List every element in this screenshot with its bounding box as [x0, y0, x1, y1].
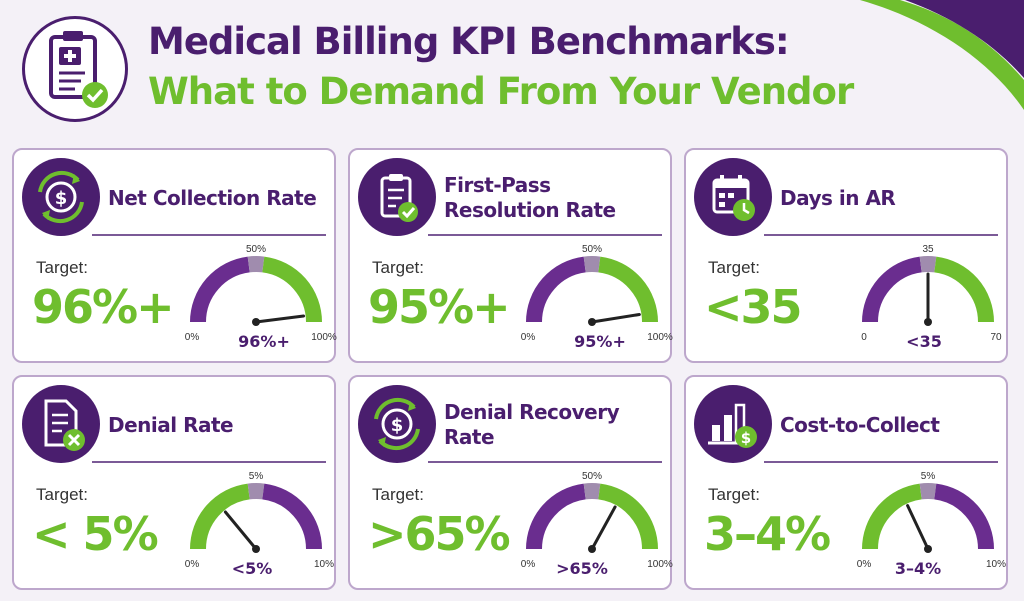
svg-text:$: $	[741, 429, 751, 447]
gauge: 0% 50% 100%	[500, 465, 674, 589]
gauge-arc-right	[933, 483, 994, 550]
divider	[428, 461, 662, 463]
gauge-mid-label: 50%	[582, 244, 602, 255]
gauge-min-label: 0%	[185, 559, 200, 570]
calendar-clock-icon	[694, 158, 772, 236]
gauge-max-label: 100%	[647, 559, 673, 570]
gauge-arc-right	[933, 256, 994, 323]
gauge: 0 35 70	[836, 238, 1010, 362]
kpi-card-denial-rate: Denial Rate Target: < 5% 0% 5% 10% <5%	[12, 375, 336, 590]
gauge-max-label: 100%	[311, 332, 337, 343]
gauge-needle	[590, 313, 641, 324]
gauge-arc-right	[597, 256, 658, 323]
gauge-arc-right	[261, 483, 322, 550]
gauge-needle	[254, 314, 306, 324]
gauge-max-label: 10%	[314, 559, 334, 570]
target-value: <35	[704, 280, 803, 334]
kpi-title: First-Pass Resolution Rate	[444, 173, 616, 222]
gauge-max-label: 10%	[986, 559, 1006, 570]
clipboard-check-icon	[358, 158, 436, 236]
bar-chart-dollar-icon: $	[694, 385, 772, 463]
kpi-card-cost-to-collect: $ Cost-to-Collect Target: 3–4% 0% 5% 10% 3…	[684, 375, 1008, 590]
divider	[92, 461, 326, 463]
gauge-needle	[906, 504, 930, 551]
target-value: 3–4%	[704, 507, 831, 561]
svg-text:$: $	[391, 415, 404, 436]
gauge-max-label: 70	[990, 332, 1002, 343]
gauge: 0% 5% 10%	[836, 465, 1010, 589]
gauge-arc-left	[190, 256, 251, 323]
kpi-card-first-pass-resolution-rate: First-Pass Resolution Rate Target: 95%+ …	[348, 148, 674, 363]
gauge-needle-hub	[252, 318, 260, 326]
kpi-card-denial-recovery-rate: $ Denial Recovery Rate Target: >65% 0% 50…	[348, 375, 674, 590]
gauge-mid-label: 50%	[246, 244, 266, 255]
target-label: Target:	[708, 485, 760, 504]
gauge: 0% 5% 10%	[164, 465, 338, 589]
gauge-arc-left	[526, 256, 587, 323]
kpi-title: Denial Recovery Rate	[444, 400, 620, 449]
gauge-mid-label: 5%	[249, 471, 264, 482]
gauge-arc-left	[862, 483, 923, 550]
gauge-value-label: <5%	[231, 559, 273, 578]
gauge-needle-hub	[252, 545, 260, 553]
gauge-max-label: 100%	[647, 332, 673, 343]
gauge-mid-label: 5%	[921, 471, 936, 482]
dollar-refresh-icon: $	[22, 158, 100, 236]
svg-text:$: $	[55, 188, 68, 209]
document-x-icon	[22, 385, 100, 463]
target-value: 95%+	[368, 280, 511, 334]
gauge-mid-label: 35	[922, 244, 934, 255]
gauge-value-label: <35	[906, 332, 942, 351]
gauge-min-label: 0%	[185, 332, 200, 343]
gauge-mid-label: 50%	[582, 471, 602, 482]
gauge-arc-left	[526, 483, 587, 550]
gauge-needle	[223, 510, 258, 551]
kpi-card-days-in-ar: Days in AR Target: <35 0 35 70 <35	[684, 148, 1008, 363]
gauge-arc-left	[190, 483, 251, 550]
target-label: Target:	[708, 258, 760, 277]
gauge-needle-hub	[588, 318, 596, 326]
gauge-arc-right	[597, 483, 658, 550]
kpi-title: Denial Rate	[108, 412, 234, 437]
divider	[764, 461, 998, 463]
gauge: 0% 50% 100%	[500, 238, 674, 362]
target-value: >65%	[368, 507, 511, 561]
gauge-arc-right	[261, 256, 322, 323]
gauge-arc-left	[862, 256, 923, 323]
gauge-value-label: 3–4%	[894, 559, 942, 578]
gauge-min-label: 0%	[521, 332, 536, 343]
kpi-title: Days in AR	[780, 185, 896, 210]
gauge-min-label: 0%	[521, 559, 536, 570]
target-label: Target:	[36, 258, 88, 277]
kpi-card-net-collection-rate: $ Net Collection Rate Target: 96%+ 0% 50%…	[12, 148, 338, 363]
target-value: < 5%	[32, 507, 159, 561]
divider	[92, 234, 326, 236]
target-label: Target:	[36, 485, 88, 504]
target-label: Target:	[372, 485, 424, 504]
page-subtitle: What to Demand From Your Vendor	[148, 70, 854, 113]
divider	[764, 234, 998, 236]
gauge-needle-hub	[924, 545, 932, 553]
kpi-title: Cost-to-Collect	[780, 412, 940, 437]
gauge-min-label: 0%	[857, 559, 872, 570]
gauge: 0% 50% 100%	[164, 238, 338, 362]
gauge-needle	[590, 505, 617, 551]
gauge-value-label: >65%	[556, 559, 608, 578]
gauge-needle-hub	[588, 545, 596, 553]
clipboard-check-icon	[22, 16, 128, 122]
gauge-needle-hub	[924, 318, 932, 326]
gauge-value-label: 95%+	[574, 332, 626, 351]
gauge-min-label: 0	[861, 332, 867, 343]
page-title: Medical Billing KPI Benchmarks:	[148, 20, 790, 63]
divider	[428, 234, 662, 236]
kpi-title: Net Collection Rate	[108, 185, 317, 210]
gauge-value-label: 96%+	[238, 332, 290, 351]
target-value: 96%+	[32, 280, 175, 334]
target-label: Target:	[372, 258, 424, 277]
dollar-refresh-icon: $	[358, 385, 436, 463]
